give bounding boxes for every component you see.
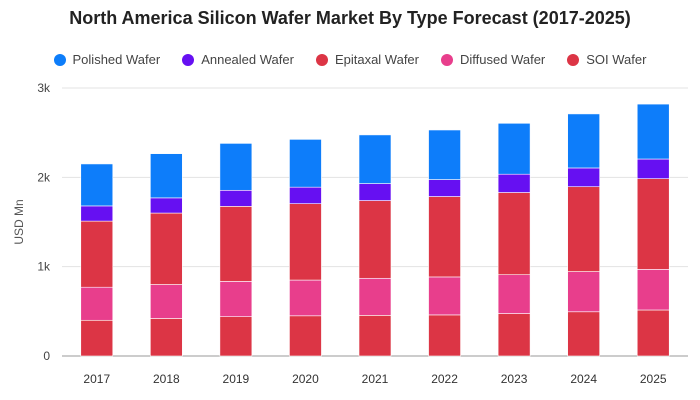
bar-segment [150,153,183,199]
bar-segment [289,279,322,317]
bar-segment [497,274,531,314]
bar-segment [150,197,183,214]
x-tick-label: 2021 [362,372,389,386]
bar-segment [289,186,322,204]
bar-segment [636,309,670,357]
bar-segment [219,206,253,282]
legend-label: Diffused Wafer [460,52,546,67]
bar-segment [219,281,253,317]
legend-label: Annealed Wafer [201,52,294,67]
bar-segment [636,178,670,270]
bar-segment [428,129,461,180]
bar-segment [289,203,322,281]
y-tick-label: 3k [37,81,51,95]
y-tick-label: 1k [37,260,51,274]
legend-item-annealed[interactable]: Annealed Wafer [182,52,294,67]
legend-swatch [315,53,328,66]
legend-swatch [53,53,66,66]
chart-legend: Polished Wafer Annealed Wafer Epitaxal W… [0,52,700,67]
bar-segment [80,220,114,288]
legend-label: Polished Wafer [72,52,161,67]
legend-item-soi[interactable]: SOI Wafer [567,52,646,67]
bar-segment [219,143,253,191]
chart-title: North America Silicon Wafer Market By Ty… [69,8,631,28]
y-axis-label: USD Mn [12,199,26,244]
bar-segment [358,183,392,201]
x-tick-label: 2018 [153,372,180,386]
x-tick-label: 2019 [223,372,250,386]
bar-segment [428,276,461,316]
bar-segment [219,189,253,207]
bar-segment [497,173,531,193]
legend-label: SOI Wafer [586,52,647,67]
y-tick-label: 2k [37,170,51,184]
x-tick-label: 2017 [83,372,110,386]
bar-segment [567,311,600,357]
bar-segment [636,158,670,179]
bar-segment [497,192,531,276]
bar-segment [150,318,183,357]
bar-segment [567,271,600,313]
bar-segment [219,316,253,357]
bar-segment [358,315,392,357]
bar-segment [358,134,392,184]
bar-segment [80,286,114,321]
legend-item-epitaxal[interactable]: Epitaxal Wafer [315,52,419,67]
legend-swatch [441,53,453,66]
bar-segment [567,186,600,272]
bar-segment [80,205,114,222]
legend-item-polished[interactable]: Polished Wafer [53,52,161,67]
bar-segment [567,113,600,169]
x-tick-label: 2020 [292,372,319,386]
bar-segment [567,167,600,188]
bar-segment [636,103,670,160]
bar-segment [150,284,183,319]
bar-segment [428,179,461,197]
bar-segment [428,196,461,278]
bar-segment [428,314,461,357]
bar-segment [358,200,392,279]
y-tick-label: 0 [43,349,50,363]
legend-swatch [567,53,580,66]
x-tick-label: 2022 [431,372,458,386]
bar-segment [150,212,183,285]
bar-segment [80,163,114,207]
x-tick-label: 2023 [501,372,528,386]
legend-label: Epitaxal Wafer [334,52,419,67]
legend-item-diffused[interactable]: Diffused Wafer [441,52,545,67]
bar-segment [497,122,531,175]
x-tick-label: 2025 [640,372,667,386]
bar-segment [289,139,322,188]
x-tick-label: 2024 [570,372,597,386]
bar-segment [289,315,322,357]
bar-segment [80,319,114,357]
bar-segment [497,313,531,357]
bar-segment [358,277,392,316]
bar-segment [636,269,670,311]
legend-swatch [182,53,195,66]
